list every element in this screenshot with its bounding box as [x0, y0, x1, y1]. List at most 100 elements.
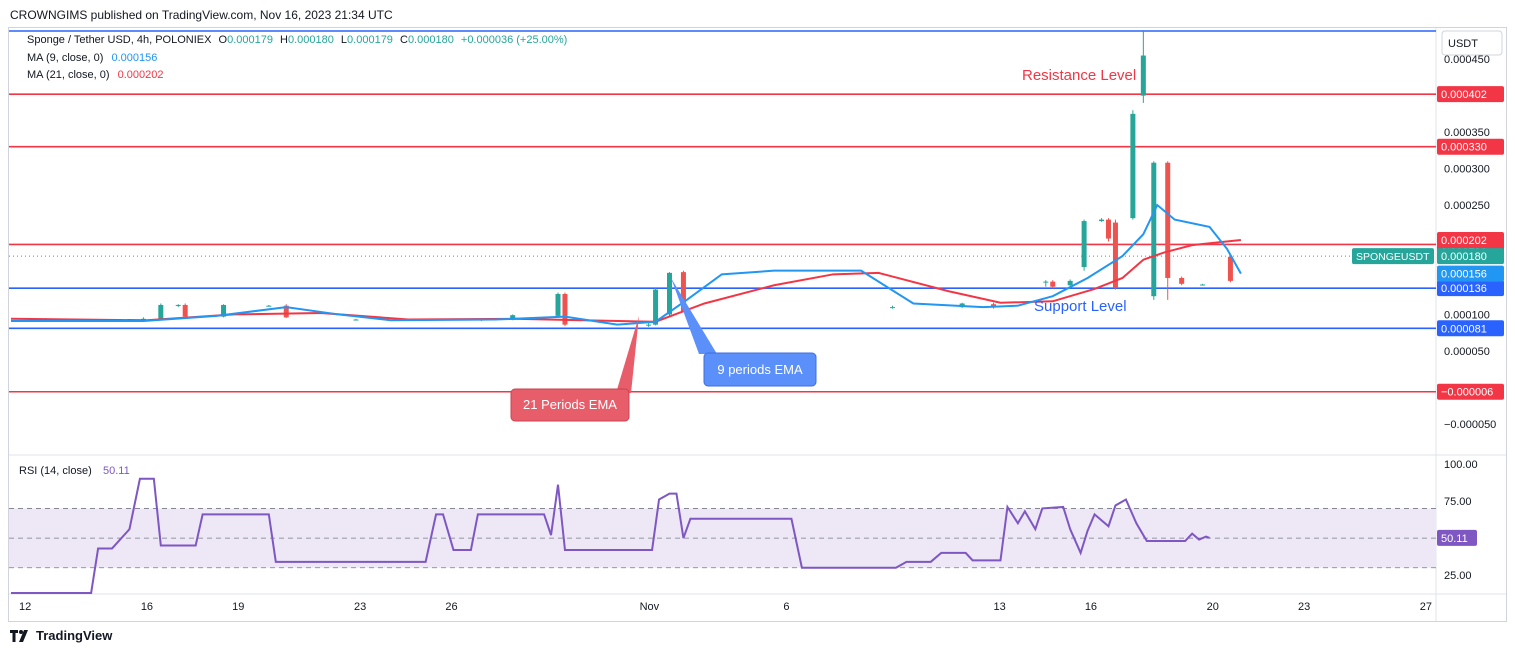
legend-ohlc-key: C: [396, 34, 408, 46]
legend-ohlc: O0.000179 H0.000180 L0.000179 C0.000180: [215, 34, 454, 46]
price-chart-svg[interactable]: USDT 0.000450 0.000350 0.000300 0.000250 0.00…: [9, 28, 1506, 621]
support-level-annotation: Support Level: [1034, 298, 1127, 315]
candle-down[interactable]: [1050, 281, 1056, 287]
date-tick-label: 16: [1085, 601, 1097, 613]
price-level-tag-label: 0.000402: [1441, 89, 1487, 101]
candle-down[interactable]: [182, 304, 188, 317]
legend-symbol: Sponge / Tether USD, 4h, POLONIEX: [27, 34, 212, 46]
candle-down[interactable]: [680, 272, 686, 312]
ema9-callout-label: 9 periods EMA: [717, 362, 803, 377]
publisher-header: CROWNGIMS published on TradingView.com, …: [10, 8, 393, 22]
price-level-tag: [1437, 86, 1504, 103]
candle-up[interactable]: [1043, 281, 1049, 283]
last-price-tag: [1437, 248, 1504, 265]
price-level-tag: [1437, 280, 1504, 297]
candle-up[interactable]: [510, 315, 516, 320]
candle-up[interactable]: [1151, 162, 1157, 297]
legend-ma9-value: 0.000156: [111, 52, 158, 64]
ema21-callout-label: 21 Periods EMA: [523, 397, 617, 412]
candle-up[interactable]: [353, 319, 359, 321]
ema9-callout-pointer: [671, 278, 717, 354]
rsi-value-tag: [1437, 529, 1477, 546]
price-tick-label: 0.000300: [1444, 164, 1490, 176]
rsi-line[interactable]: [11, 477, 1210, 594]
ma9-price-tag-label: 0.000156: [1441, 269, 1487, 281]
legend-ma9[interactable]: MA (9, close, 0) 0.000156: [27, 52, 157, 64]
last-price-tag-label: 0.000180: [1441, 251, 1487, 263]
date-tick-label: 26: [445, 601, 457, 613]
resistance-level-annotation: Resistance Level: [1022, 67, 1136, 84]
price-level-tag-label: 0.000330: [1441, 142, 1487, 154]
ma21-price-tag: [1437, 232, 1504, 249]
candle-up[interactable]: [653, 289, 659, 325]
tradingview-logo-icon: [10, 629, 28, 642]
rsi-tick-label: 25.00: [1444, 570, 1472, 582]
rsi-legend-value: 50.11: [103, 465, 130, 477]
ema21-callout-box[interactable]: [510, 388, 630, 422]
price-tick-label: 0.000350: [1444, 127, 1490, 139]
candle-up[interactable]: [1067, 280, 1073, 286]
legend-ohlc-value: 0.000180: [287, 34, 334, 46]
candle-up[interactable]: [1200, 284, 1206, 286]
candle-down[interactable]: [1105, 219, 1111, 239]
candle-up[interactable]: [1081, 221, 1087, 268]
legend-ma21-value: 0.000202: [117, 69, 164, 81]
symbol-tag: [1352, 248, 1434, 265]
candle-down[interactable]: [1179, 277, 1185, 284]
candle-up[interactable]: [646, 324, 652, 326]
legend-ohlc-value: 0.000179: [227, 34, 273, 46]
ma9-line[interactable]: [11, 203, 1242, 326]
candle-up[interactable]: [889, 307, 895, 309]
tradingview-footer[interactable]: TradingView: [10, 628, 112, 643]
candle-down[interactable]: [1112, 222, 1118, 289]
price-tick-label: 0.000250: [1444, 200, 1490, 212]
legend-change: +0.000036 (+25.00%): [460, 34, 568, 46]
candle-down[interactable]: [1165, 162, 1171, 278]
legend-ohlc-value: 0.000179: [347, 34, 393, 46]
legend-ohlc-key: O: [218, 34, 228, 46]
candle-down[interactable]: [562, 294, 568, 325]
currency-badge[interactable]: [1441, 30, 1503, 56]
candle-up[interactable]: [266, 305, 272, 307]
candle-down[interactable]: [283, 305, 289, 318]
candle-up[interactable]: [666, 272, 672, 315]
candle-up[interactable]: [1130, 113, 1136, 219]
rsi-tick-label: 100.00: [1444, 459, 1478, 471]
price-tick-label: −0.000050: [1444, 419, 1496, 431]
ema9-callout-box[interactable]: [703, 352, 817, 387]
date-tick-label: 20: [1207, 601, 1219, 613]
candle-up[interactable]: [1099, 219, 1105, 222]
legend-ohlc-value: 0.000180: [407, 34, 454, 46]
legend-symbol-line: Sponge / Tether USD, 4h, POLONIEX O0.000…: [27, 34, 567, 46]
candle-down[interactable]: [991, 304, 997, 308]
date-tick-label: 6: [783, 601, 789, 613]
price-level-tag: [1437, 383, 1504, 400]
legend-ma9-label: MA (9, close, 0): [27, 52, 104, 64]
candle-up[interactable]: [221, 304, 227, 317]
ema21-callout-pointer: [616, 316, 639, 393]
rsi-legend-label: RSI (14, close): [19, 465, 92, 477]
price-level-tag-label: −0.000006: [1441, 387, 1493, 399]
candle-up[interactable]: [1140, 55, 1146, 96]
currency-label: USDT: [1448, 38, 1478, 50]
chart-frame[interactable]: USDT 0.000450 0.000350 0.000300 0.000250 0.00…: [8, 27, 1507, 622]
candle-down[interactable]: [1227, 256, 1233, 281]
legend-ohlc-key: L: [337, 34, 348, 46]
price-level-tag: [1437, 320, 1504, 337]
date-tick-label: Nov: [640, 601, 660, 613]
candle-up[interactable]: [175, 304, 181, 306]
price-tick-label: 0.000050: [1444, 346, 1490, 358]
date-tick-label: 23: [354, 601, 366, 613]
legend-ma21[interactable]: MA (21, close, 0) 0.000202: [27, 69, 164, 81]
rsi-value-tag-label: 50.11: [1441, 533, 1468, 545]
symbol-tag-label: SPONGEUSDT: [1356, 251, 1430, 263]
footer-brand: TradingView: [36, 628, 113, 643]
date-tick-label: 19: [232, 601, 244, 613]
date-tick-label: 16: [141, 601, 153, 613]
price-tick-label: 0.000100: [1444, 309, 1490, 321]
rsi-tick-label: 75.00: [1444, 496, 1472, 508]
date-tick-label: 13: [993, 601, 1005, 613]
legend-ma21-label: MA (21, close, 0): [27, 69, 110, 81]
candle-up[interactable]: [555, 294, 561, 316]
candle-up[interactable]: [158, 304, 164, 320]
